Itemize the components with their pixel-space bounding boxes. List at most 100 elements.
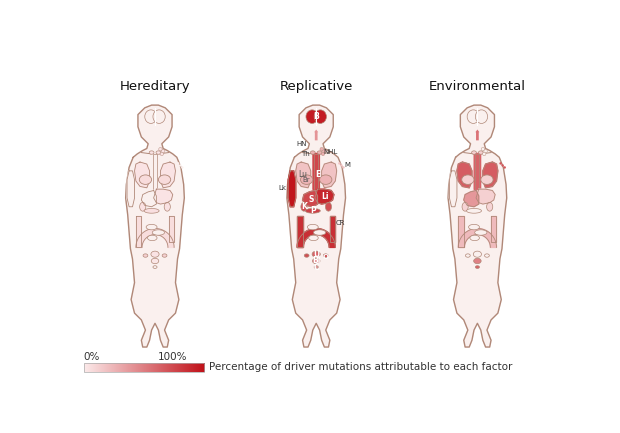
Circle shape	[482, 152, 486, 155]
Text: Bl: Bl	[312, 256, 321, 265]
Polygon shape	[141, 191, 156, 207]
Text: Th: Th	[301, 151, 309, 157]
Ellipse shape	[146, 224, 157, 230]
Ellipse shape	[311, 151, 315, 154]
Circle shape	[340, 164, 343, 167]
Ellipse shape	[314, 110, 326, 123]
Ellipse shape	[148, 235, 157, 241]
Ellipse shape	[304, 254, 309, 257]
Ellipse shape	[475, 230, 487, 235]
Ellipse shape	[309, 235, 318, 241]
Ellipse shape	[151, 251, 159, 257]
FancyArrow shape	[153, 129, 157, 140]
Ellipse shape	[476, 110, 487, 123]
Text: U: U	[313, 250, 319, 259]
Circle shape	[499, 162, 502, 165]
Ellipse shape	[320, 175, 332, 184]
Polygon shape	[154, 189, 173, 204]
Ellipse shape	[317, 151, 322, 154]
Text: Percentage of driver mutations attributable to each factor: Percentage of driver mutations attributa…	[210, 362, 513, 372]
Polygon shape	[330, 216, 335, 242]
Text: 0%: 0%	[84, 352, 100, 362]
Ellipse shape	[140, 202, 146, 211]
Ellipse shape	[143, 254, 148, 257]
Ellipse shape	[164, 202, 171, 211]
Ellipse shape	[462, 202, 468, 211]
Ellipse shape	[470, 235, 479, 241]
Ellipse shape	[473, 251, 482, 257]
Polygon shape	[450, 171, 457, 207]
Ellipse shape	[326, 202, 332, 211]
Circle shape	[160, 152, 164, 155]
Polygon shape	[315, 189, 334, 204]
Circle shape	[322, 149, 326, 153]
Polygon shape	[297, 229, 335, 247]
Polygon shape	[464, 191, 479, 207]
Ellipse shape	[305, 208, 321, 213]
Polygon shape	[483, 162, 498, 188]
Ellipse shape	[469, 224, 479, 230]
Text: K: K	[301, 202, 307, 211]
Text: 100%: 100%	[158, 352, 188, 362]
Polygon shape	[169, 216, 174, 242]
Polygon shape	[288, 171, 296, 207]
Text: O: O	[323, 254, 329, 260]
Circle shape	[320, 148, 324, 151]
Polygon shape	[161, 162, 175, 188]
Text: M: M	[345, 162, 351, 168]
Text: CR: CR	[336, 220, 345, 226]
Circle shape	[181, 166, 184, 169]
FancyBboxPatch shape	[151, 153, 159, 190]
Text: Lk: Lk	[278, 185, 286, 191]
Ellipse shape	[149, 151, 154, 154]
Circle shape	[503, 166, 506, 169]
Ellipse shape	[476, 266, 479, 268]
Bar	[84, 363, 204, 372]
Ellipse shape	[474, 258, 481, 264]
Circle shape	[321, 152, 325, 155]
Circle shape	[502, 164, 504, 167]
Polygon shape	[126, 105, 184, 347]
Text: NHL: NHL	[323, 149, 337, 155]
Ellipse shape	[324, 254, 328, 257]
Polygon shape	[136, 216, 141, 247]
Polygon shape	[136, 229, 174, 247]
Ellipse shape	[466, 254, 470, 257]
FancyBboxPatch shape	[474, 153, 481, 190]
Ellipse shape	[472, 151, 476, 154]
Ellipse shape	[140, 175, 151, 184]
Text: S: S	[308, 195, 314, 204]
Ellipse shape	[301, 175, 313, 184]
Polygon shape	[303, 191, 317, 207]
Ellipse shape	[153, 110, 165, 123]
Ellipse shape	[481, 175, 493, 184]
Text: E: E	[315, 170, 320, 179]
Ellipse shape	[301, 202, 307, 211]
Text: B: B	[313, 112, 319, 121]
Ellipse shape	[314, 230, 326, 235]
Circle shape	[338, 162, 340, 165]
Circle shape	[179, 164, 182, 167]
Polygon shape	[458, 229, 497, 247]
Polygon shape	[458, 216, 464, 247]
Ellipse shape	[158, 175, 170, 184]
Ellipse shape	[462, 175, 474, 184]
FancyBboxPatch shape	[312, 153, 320, 190]
Polygon shape	[448, 105, 507, 347]
Ellipse shape	[144, 208, 159, 213]
Text: Hereditary: Hereditary	[120, 80, 190, 93]
Circle shape	[481, 148, 485, 151]
Ellipse shape	[314, 266, 318, 268]
Ellipse shape	[162, 254, 167, 257]
Text: Replicative: Replicative	[280, 80, 353, 93]
Polygon shape	[322, 162, 337, 188]
Ellipse shape	[153, 266, 157, 268]
Polygon shape	[476, 189, 495, 204]
Ellipse shape	[151, 258, 159, 264]
Text: Environmental: Environmental	[429, 80, 526, 93]
Ellipse shape	[312, 258, 320, 264]
Ellipse shape	[485, 254, 489, 257]
Polygon shape	[457, 162, 472, 188]
Text: Br: Br	[303, 177, 311, 183]
Ellipse shape	[312, 251, 321, 257]
